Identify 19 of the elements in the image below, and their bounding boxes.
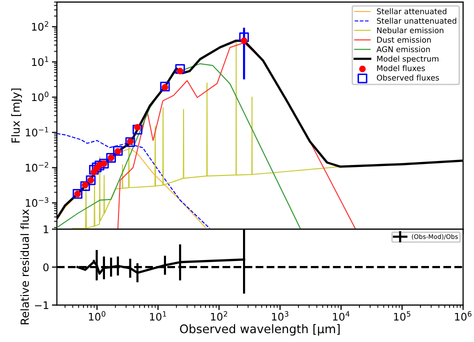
y-tick-label: 10$^{0}$ <box>32 92 48 102</box>
x-tick-label: 10$^{1}$ <box>150 311 166 321</box>
y-tick-label: 10$^{−1}$ <box>26 126 48 136</box>
y-tick-label: 0 <box>43 263 49 272</box>
y-axis-title: Flux [mJy] <box>11 88 22 142</box>
y-tick-label: 1 <box>44 226 48 234</box>
y-tick-label: 10$^{2}$ <box>32 21 48 31</box>
x-tick-label: 10$^{4}$ <box>333 311 350 321</box>
x-tick-label: 10$^{3}$ <box>272 311 288 321</box>
y-tick-label: 10$^{−3}$ <box>26 197 48 207</box>
x-axis-title: Observed wavelength [μm] <box>180 324 340 336</box>
x-tick-label: 10$^{6}$ <box>455 311 472 321</box>
y-tick-label: 10$^{1}$ <box>32 56 48 66</box>
y-tick-label: −1 <box>34 301 48 310</box>
x-tick-label: 10$^{5}$ <box>394 311 410 321</box>
x-tick-label: 10$^{2}$ <box>211 311 228 321</box>
y-axis-title: Relative residual flux <box>20 209 29 324</box>
x-tick-label: 10$^{0}$ <box>88 311 106 321</box>
y-tick-label: 10$^{−2}$ <box>26 162 48 172</box>
